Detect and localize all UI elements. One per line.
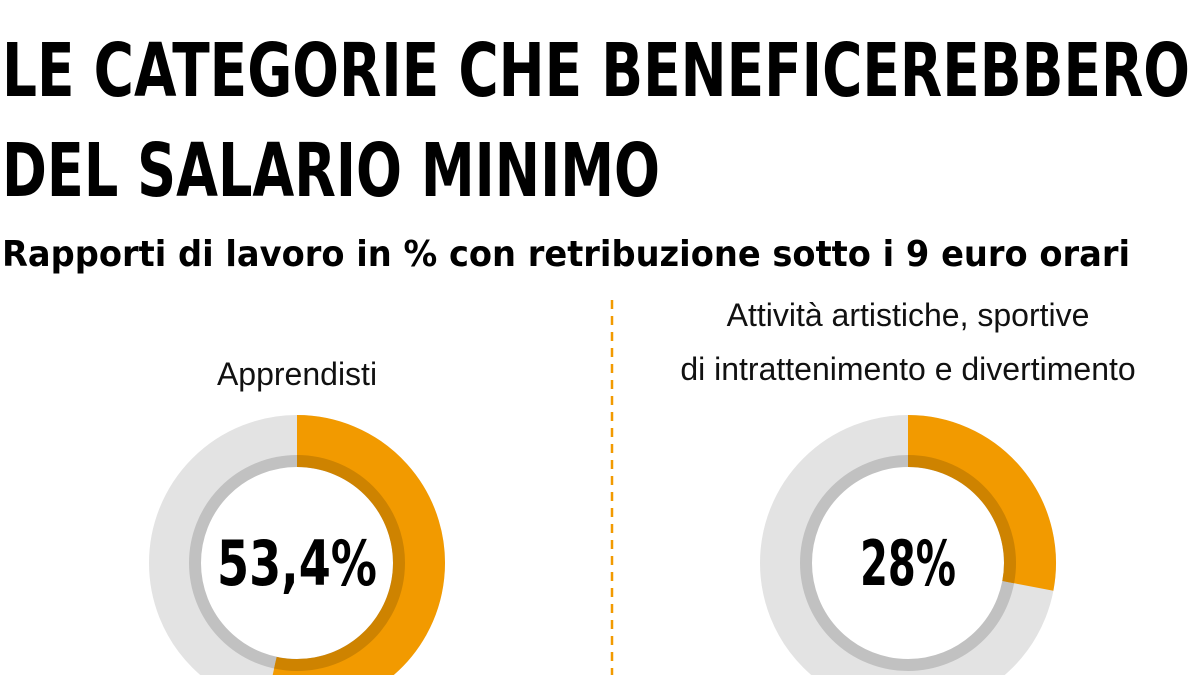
chart-title: Attività artistiche, sportive — [727, 297, 1090, 333]
subtitle: Rapporti di lavoro in % con retribuzione… — [2, 234, 1130, 275]
title-line: DEL SALARIO MINIMO — [2, 128, 660, 214]
donut-inner-segment — [274, 455, 405, 671]
donut-segment — [907, 415, 1056, 591]
chart-title: di intrattenimento e divertimento — [680, 351, 1135, 387]
chart-title: Apprendisti — [217, 356, 377, 392]
value-label: 28% — [860, 527, 956, 600]
donut-segment — [272, 415, 445, 675]
value-label: 53,4% — [217, 527, 377, 600]
title-line: LE CATEGORIE CHE BENEFICEREBBERO — [2, 28, 1190, 114]
donut-inner-segment — [907, 455, 1016, 584]
